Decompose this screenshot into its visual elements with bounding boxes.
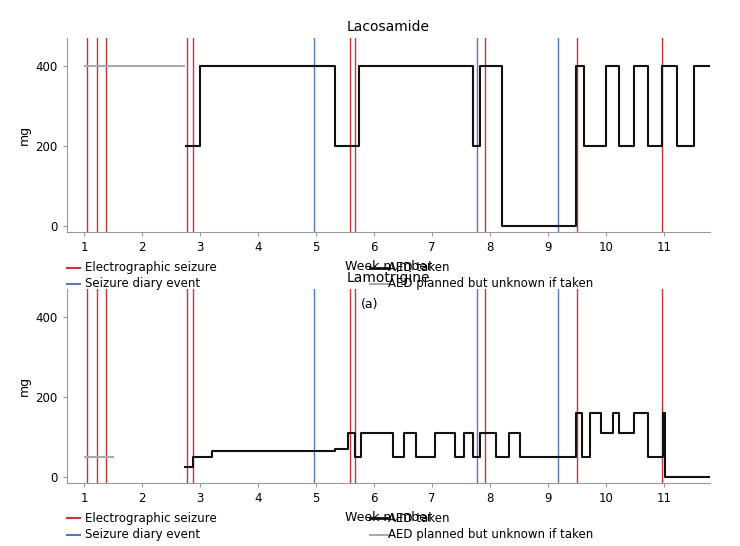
Text: Electrographic seizure: Electrographic seizure — [85, 512, 217, 525]
Text: AED taken: AED taken — [388, 261, 450, 274]
X-axis label: Week number: Week number — [345, 260, 432, 272]
Text: AED planned but unknown if taken: AED planned but unknown if taken — [388, 277, 593, 290]
Title: Lamotrigine: Lamotrigine — [347, 271, 430, 286]
X-axis label: Week number: Week number — [345, 511, 432, 524]
Text: AED planned but unknown if taken: AED planned but unknown if taken — [388, 528, 593, 541]
Text: Electrographic seizure: Electrographic seizure — [85, 261, 217, 274]
Text: (a): (a) — [361, 298, 379, 311]
Text: Seizure diary event: Seizure diary event — [85, 277, 201, 290]
Title: Lacosamide: Lacosamide — [347, 20, 430, 34]
Text: Seizure diary event: Seizure diary event — [85, 528, 201, 541]
Y-axis label: mg: mg — [18, 125, 31, 145]
Y-axis label: mg: mg — [18, 376, 31, 396]
Text: AED taken: AED taken — [388, 512, 450, 525]
